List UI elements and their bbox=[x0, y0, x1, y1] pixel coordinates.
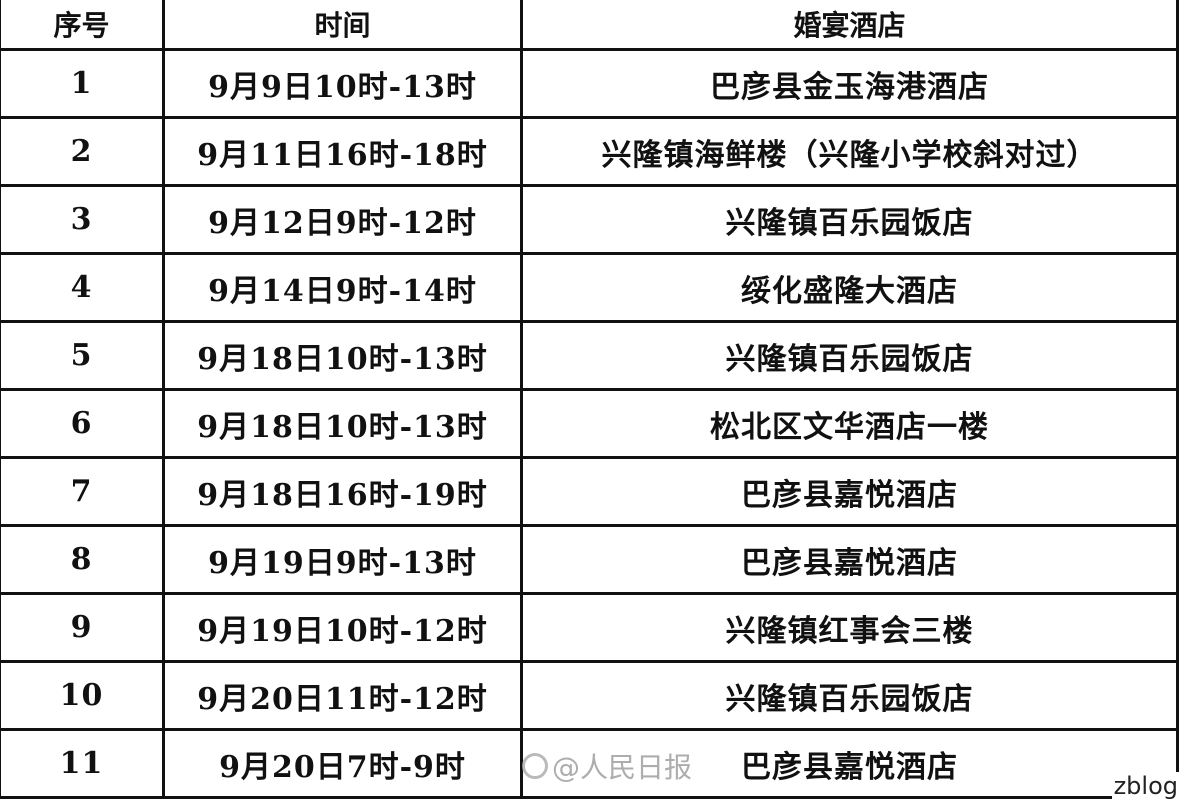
cell-number: 5 bbox=[0, 320, 165, 391]
cell-number: 1 bbox=[0, 48, 165, 119]
table-row: 4 9月14日9时-14时 绥化盛隆大酒店 bbox=[0, 252, 1179, 323]
table-row: 9 9月19日10时-12时 兴隆镇红事会三楼 bbox=[0, 592, 1179, 663]
table-row: 6 9月18日10时-13时 松北区文华酒店一楼 bbox=[0, 388, 1179, 459]
cell-time: 9月19日9时-13时 bbox=[162, 524, 523, 595]
cell-hotel: 巴彦县金玉海港酒店 bbox=[520, 48, 1179, 119]
table-row: 10 9月20日11时-12时 兴隆镇百乐园饭店 bbox=[0, 660, 1179, 731]
table-row: 2 9月11日16时-18时 兴隆镇海鲜楼（兴隆小学校斜对过） bbox=[0, 116, 1179, 187]
cell-number: 7 bbox=[0, 456, 165, 527]
header-hotel: 婚宴酒店 bbox=[520, 0, 1179, 51]
cell-time: 9月18日10时-13时 bbox=[162, 388, 523, 459]
cell-time: 9月18日16时-19时 bbox=[162, 456, 523, 527]
cell-hotel: 巴彦县嘉悦酒店 bbox=[520, 456, 1179, 527]
table-row: 5 9月18日10时-13时 兴隆镇百乐园饭店 bbox=[0, 320, 1179, 391]
header-time: 时间 bbox=[162, 0, 523, 51]
cell-hotel: 松北区文华酒店一楼 bbox=[520, 388, 1179, 459]
corner-label: zblog bbox=[1111, 772, 1180, 800]
cell-hotel: 巴彦县嘉悦酒店 bbox=[520, 728, 1179, 799]
table-row: 3 9月12日9时-12时 兴隆镇百乐园饭店 bbox=[0, 184, 1179, 255]
cell-time: 9月20日11时-12时 bbox=[162, 660, 523, 731]
table-row: 1 9月9日10时-13时 巴彦县金玉海港酒店 bbox=[0, 48, 1179, 119]
cell-hotel: 兴隆镇百乐园饭店 bbox=[520, 320, 1179, 391]
cell-hotel: 兴隆镇百乐园饭店 bbox=[520, 660, 1179, 731]
table-row: 11 9月20日7时-9时 巴彦县嘉悦酒店 bbox=[0, 728, 1179, 799]
cell-time: 9月19日10时-12时 bbox=[162, 592, 523, 663]
cell-number: 10 bbox=[0, 660, 165, 731]
watermark-text: @人民日报 bbox=[552, 751, 693, 784]
cell-number: 11 bbox=[0, 728, 165, 799]
cell-number: 2 bbox=[0, 116, 165, 187]
cell-number: 9 bbox=[0, 592, 165, 663]
cell-hotel: 兴隆镇海鲜楼（兴隆小学校斜对过） bbox=[520, 116, 1179, 187]
cell-hotel: 兴隆镇百乐园饭店 bbox=[520, 184, 1179, 255]
header-row: 序号 时间 婚宴酒店 bbox=[0, 0, 1179, 51]
cell-number: 3 bbox=[0, 184, 165, 255]
cell-time: 9月14日9时-14时 bbox=[162, 252, 523, 323]
cell-time: 9月11日16时-18时 bbox=[162, 116, 523, 187]
watermark: @人民日报 bbox=[522, 746, 692, 786]
cell-hotel: 巴彦县嘉悦酒店 bbox=[520, 524, 1179, 595]
cell-time: 9月12日9时-12时 bbox=[162, 184, 523, 255]
cell-number: 4 bbox=[0, 252, 165, 323]
table-row: 7 9月18日16时-19时 巴彦县嘉悦酒店 bbox=[0, 456, 1179, 527]
table-row: 8 9月19日9时-13时 巴彦县嘉悦酒店 bbox=[0, 524, 1179, 595]
cell-time: 9月9日10时-13时 bbox=[162, 48, 523, 119]
header-number: 序号 bbox=[0, 0, 165, 51]
cell-time: 9月20日7时-9时 bbox=[162, 728, 523, 799]
cell-number: 6 bbox=[0, 388, 165, 459]
cell-time: 9月18日10时-13时 bbox=[162, 320, 523, 391]
cell-hotel: 兴隆镇红事会三楼 bbox=[520, 592, 1179, 663]
cell-number: 8 bbox=[0, 524, 165, 595]
weibo-icon bbox=[522, 753, 548, 779]
cell-hotel: 绥化盛隆大酒店 bbox=[520, 252, 1179, 323]
